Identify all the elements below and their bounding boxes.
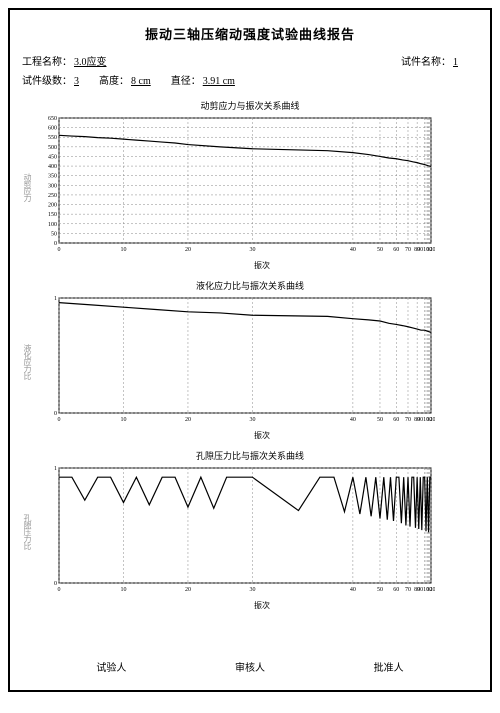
meta-row-1: 工程名称： 3.0应变 试件名称： 1: [22, 53, 478, 68]
chart-wrap: 孔隙压力比010102030405060708090100120: [22, 464, 478, 599]
svg-text:70: 70: [405, 587, 411, 593]
chart-ylabel: 动剪应力: [22, 173, 33, 201]
chart-svg: 010102030405060708090100120: [35, 294, 435, 429]
chart-wrap: 液化应力比010102030405060708090100120: [22, 294, 478, 429]
footer-reviewer: 审核人: [235, 659, 265, 674]
meta-value: 3.91 cm: [203, 76, 235, 87]
svg-text:70: 70: [405, 417, 411, 423]
svg-text:0: 0: [58, 417, 61, 423]
meta-row-2: 试件级数： 3 高度： 8 cm 直径： 3.91 cm: [22, 72, 478, 87]
svg-text:250: 250: [48, 193, 57, 199]
svg-text:650: 650: [48, 116, 57, 122]
svg-text:1: 1: [54, 296, 57, 302]
svg-text:300: 300: [48, 183, 57, 189]
svg-text:60: 60: [393, 417, 399, 423]
meta-label: 试件名称：: [401, 53, 451, 68]
chart-block-1: 液化应力比与振次关系曲线液化应力比01010203040506070809010…: [22, 279, 478, 441]
svg-text:40: 40: [350, 417, 356, 423]
chart-xlabel: 振次: [46, 600, 478, 611]
svg-text:200: 200: [48, 203, 57, 209]
svg-text:1: 1: [54, 466, 57, 472]
svg-text:30: 30: [249, 417, 255, 423]
svg-text:40: 40: [350, 247, 356, 253]
svg-text:20: 20: [185, 247, 191, 253]
meta-label: 直径：: [171, 72, 201, 87]
svg-text:350: 350: [48, 174, 57, 180]
svg-text:120: 120: [427, 417, 436, 423]
chart-ylabel: 孔隙压力比: [22, 514, 33, 549]
chart-svg: 0501001502002503003504004505005506006500…: [35, 114, 435, 259]
svg-text:120: 120: [427, 587, 436, 593]
svg-text:0: 0: [58, 247, 61, 253]
svg-text:50: 50: [377, 247, 383, 253]
svg-text:450: 450: [48, 154, 57, 160]
charts-container: 动剪应力与振次关系曲线动剪应力0501001502002503003504004…: [22, 91, 478, 611]
svg-text:600: 600: [48, 126, 57, 132]
svg-text:550: 550: [48, 135, 57, 141]
meta-height: 高度： 8 cm: [99, 72, 151, 87]
report-title: 振动三轴压缩动强度试验曲线报告: [22, 24, 478, 43]
footer-signatures: 试验人 审核人 批准人: [22, 649, 478, 680]
svg-text:400: 400: [48, 164, 57, 170]
meta-label: 试件级数：: [22, 72, 72, 87]
meta-sample-name: 试件名称： 1: [401, 53, 458, 68]
meta-levels: 试件级数： 3: [22, 72, 79, 87]
svg-text:10: 10: [120, 417, 126, 423]
svg-text:60: 60: [393, 587, 399, 593]
svg-text:500: 500: [48, 145, 57, 151]
chart-title: 孔隙压力比与振次关系曲线: [22, 449, 478, 462]
svg-text:60: 60: [393, 247, 399, 253]
svg-text:70: 70: [405, 247, 411, 253]
meta-diameter: 直径： 3.91 cm: [171, 72, 235, 87]
svg-text:30: 30: [249, 247, 255, 253]
footer-tester: 试验人: [96, 659, 126, 674]
meta-value: 8 cm: [131, 76, 151, 87]
meta-label: 工程名称：: [22, 53, 72, 68]
svg-text:10: 10: [120, 587, 126, 593]
meta-label: 高度：: [99, 72, 129, 87]
svg-text:20: 20: [185, 417, 191, 423]
svg-text:50: 50: [377, 587, 383, 593]
svg-text:0: 0: [58, 587, 61, 593]
chart-xlabel: 振次: [46, 260, 478, 271]
svg-text:40: 40: [350, 587, 356, 593]
svg-text:30: 30: [249, 587, 255, 593]
svg-text:20: 20: [185, 587, 191, 593]
svg-text:100: 100: [48, 222, 57, 228]
chart-svg: 010102030405060708090100120: [35, 464, 435, 599]
meta-value: 3.0应变: [74, 53, 107, 68]
chart-wrap: 动剪应力 0 50 100 150 200 250 300 350 400 450 500 550 600…: [22, 114, 478, 259]
svg-text:50: 50: [51, 231, 57, 237]
svg-text:150: 150: [48, 212, 57, 218]
chart-block-0: 动剪应力与振次关系曲线动剪应力 0 50 100 150 200 250 300 350 400 4…: [22, 99, 478, 271]
chart-title: 液化应力比与振次关系曲线: [22, 279, 478, 292]
meta-value: 1: [453, 57, 458, 68]
meta-project-name: 工程名称： 3.0应变: [22, 53, 107, 68]
svg-text:120: 120: [427, 247, 436, 253]
report-page: 振动三轴压缩动强度试验曲线报告 工程名称： 3.0应变 试件名称： 1 试件级数…: [8, 8, 492, 692]
footer-approver: 批准人: [374, 659, 404, 674]
svg-text:10: 10: [120, 247, 126, 253]
svg-text:50: 50: [377, 417, 383, 423]
chart-xlabel: 振次: [46, 430, 478, 441]
meta-value: 3: [74, 76, 79, 87]
chart-ylabel: 液化应力比: [22, 344, 33, 379]
chart-block-2: 孔隙压力比与振次关系曲线孔隙压力比01010203040506070809010…: [22, 449, 478, 611]
chart-title: 动剪应力与振次关系曲线: [22, 99, 478, 112]
